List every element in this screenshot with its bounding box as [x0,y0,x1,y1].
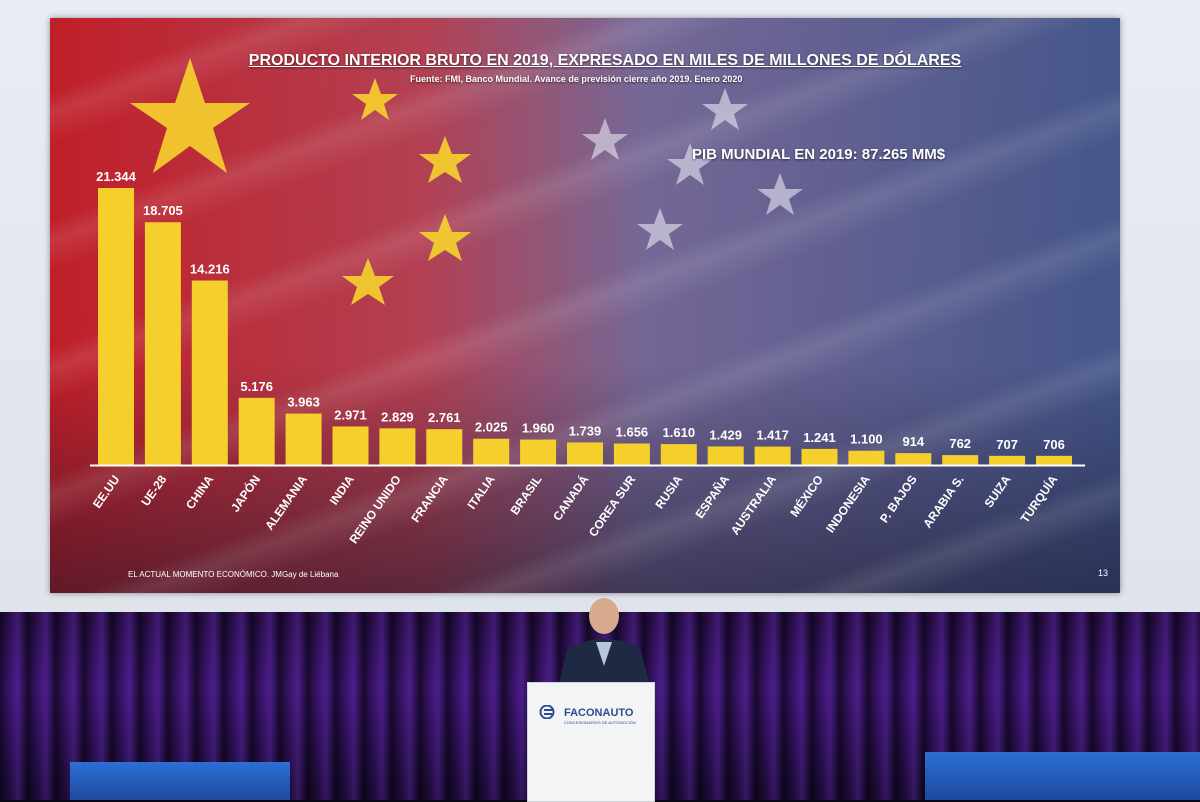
gdp-bar-chart: 21.344 18.705 14.216 5.176 3.963 2.971 2.829 2.… [90,169,1085,547]
bar-value-label: 706 [1043,437,1065,452]
speaker-head [589,598,619,634]
bar-india [332,426,369,465]
chart-title: PRODUCTO INTERIOR BRUTO EN 2019, EXPRESA… [248,52,962,69]
speaker-figure [558,598,650,686]
category-label: ARABIA S. [920,473,966,531]
bar-indonesia [848,450,885,465]
bar-value-label: 1.100 [850,432,883,447]
star-decoration [342,258,394,305]
bar-ue-28 [144,222,181,465]
bar-francia [426,429,463,465]
star-decoration [702,88,748,130]
bar-value-label: 2.971 [334,407,367,422]
bar-arabia-s- [942,455,979,465]
chart-source: Fuente: FMI, Banco Mundial. Avance de pr… [410,74,743,84]
slide-footer: EL ACTUAL MOMENTO ECONÓMICO. JMGay de Li… [128,570,339,579]
speaker-shirt [596,642,612,666]
category-label: AUSTRALIA [728,472,779,537]
faconauto-logo-icon [539,705,555,719]
star-decoration [667,143,713,185]
bar-turqu-a [1036,455,1072,465]
bar-value-label: 1.960 [522,421,555,436]
category-label: ESPAÑA [692,472,733,521]
bar-m-xico [801,448,838,465]
bar-value-label: 18.705 [143,203,183,218]
bar-value-label: 1.656 [616,425,649,440]
bar-value-label: 1.429 [709,427,742,442]
flags-background [130,58,803,305]
category-label: BRASIL [507,473,544,518]
star-decoration [130,58,250,173]
world-gdp-annotation: PIB MUNDIAL EN 2019: 87.265 MM$ [692,146,946,163]
bar-rusia [660,444,697,465]
bar-value-label: 14.216 [190,262,230,277]
bar-value-label: 707 [996,437,1018,452]
category-label: TURQUÍA [1017,472,1061,526]
category-label: CHINA [183,472,216,511]
stage-monitor-right [925,752,1200,800]
category-label: EE.UU [90,473,123,511]
bar-reino-unido [379,428,416,465]
presentation-slide: 21.344 18.705 14.216 5.176 3.963 2.971 2.829 2.… [50,18,1120,593]
star-decoration [582,118,628,160]
category-label: JAPÓN [227,472,263,514]
bar-australia [754,446,791,465]
podium-brand: FACONAUTO [564,707,634,719]
bar-value-label: 762 [949,436,971,451]
bar-value-label: 2.025 [475,420,508,435]
bar-china [191,280,228,465]
bar-value-label: 1.610 [663,425,696,440]
category-label: CANADÁ [549,472,591,523]
star-decoration [352,78,398,120]
bar-canad- [567,442,603,465]
category-label: UE-28 [138,472,169,508]
podium-tagline: CONCESIONARIOS DE AUTOMOCIÓN [564,720,636,725]
category-label: SUIZA [981,472,1013,510]
star-decoration [757,173,803,215]
bar-value-label: 5.176 [240,379,273,394]
bar-jap-n [238,397,275,465]
bar-p-bajos [895,453,932,465]
category-label: MÉXICO [787,472,826,519]
bar-suiza [989,455,1026,465]
bar-value-label: 2.829 [381,409,414,424]
bar-value-label: 914 [902,434,924,449]
bar-alemania [285,413,322,465]
bar-value-label: 2.761 [428,410,461,425]
bar-value-label: 1.241 [803,430,836,445]
bar-value-label: 3.963 [287,395,320,410]
star-decoration [419,214,471,261]
category-label: INDIA [327,472,357,507]
bar-value-label: 1.417 [756,428,789,443]
category-label: P. BAJOS [877,473,920,526]
bar-brasil [520,439,557,465]
bar-value-label: 1.739 [569,423,602,438]
star-decoration [637,208,683,250]
bar-italia [473,438,510,465]
slide-number: 13 [1098,568,1109,578]
category-label: RUSIA [652,472,685,511]
bar-corea-sur [613,443,650,465]
stage-monitor-left [70,762,290,800]
bar-ee-uu [98,188,134,465]
category-label: FRANCIA [408,472,451,525]
faconauto-logo: FACONAUTO CONCESIONARIOS DE AUTOMOCIÓN [538,701,644,725]
podium: FACONAUTO CONCESIONARIOS DE AUTOMOCIÓN [527,682,655,802]
category-label: ALEMANIA [262,472,310,532]
category-label: REINO UNIDO [346,473,403,547]
star-decoration [419,136,471,183]
bar-value-label: 21.344 [96,169,137,184]
category-label: ITALIA [465,472,498,511]
category-label: COREA SUR [586,472,639,539]
category-label: INDONESIA [823,472,873,535]
bar-espa-a [707,446,744,465]
